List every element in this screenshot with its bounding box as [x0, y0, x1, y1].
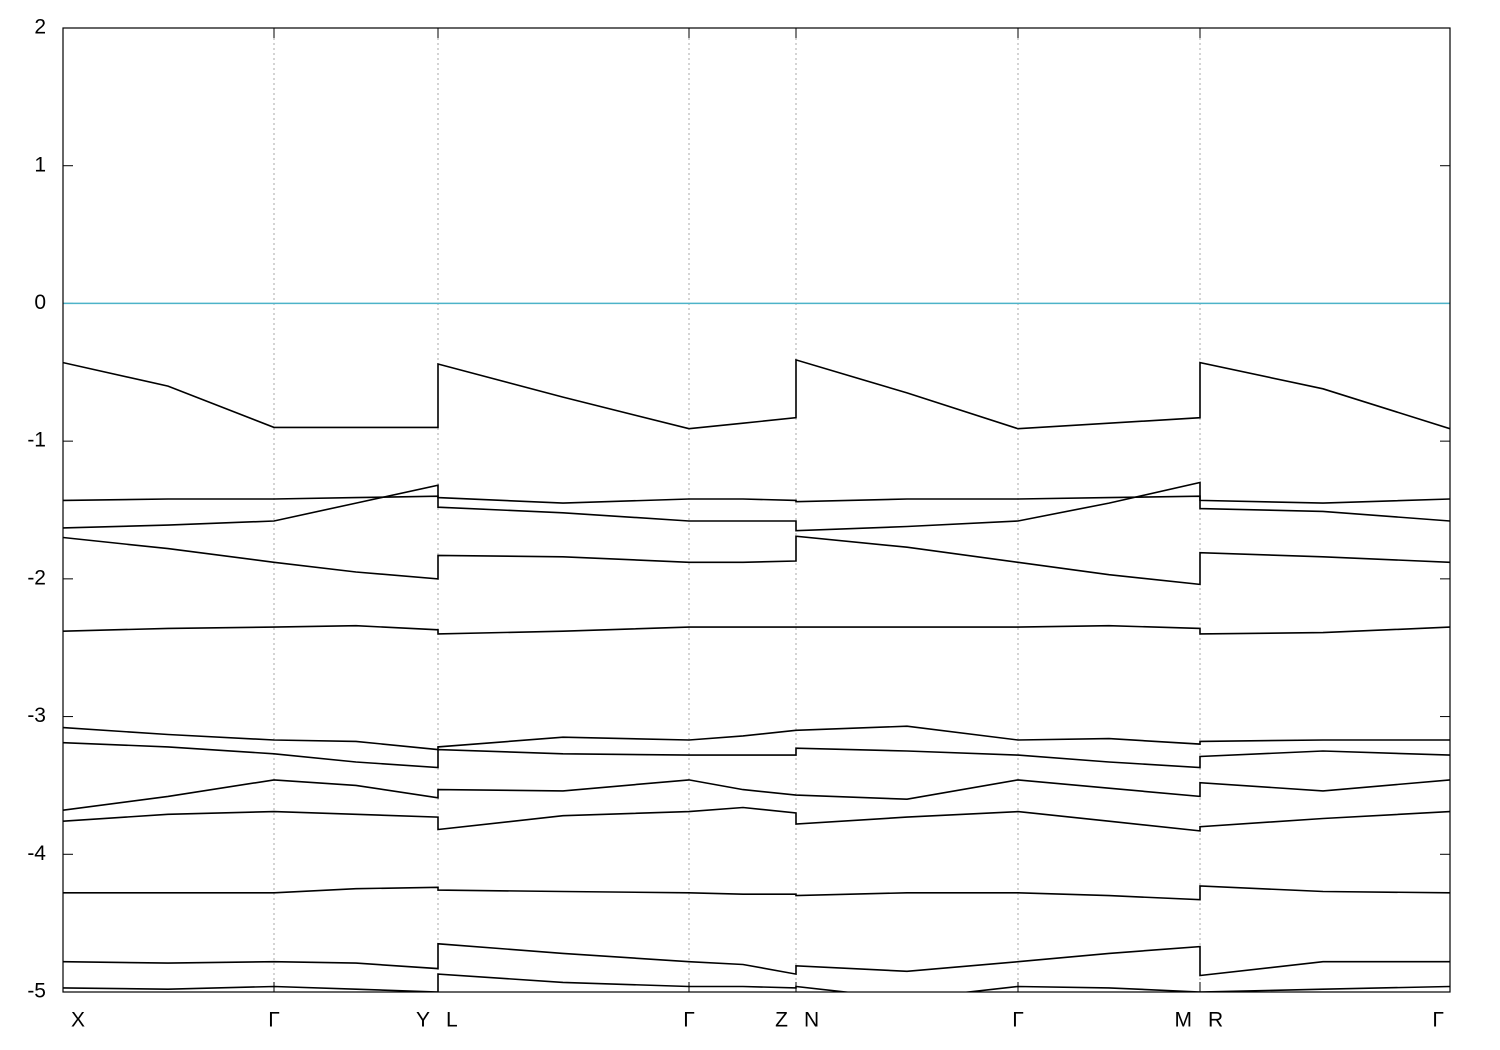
x-tick-label: X — [71, 1009, 85, 1032]
band-line — [63, 973, 1450, 992]
plot-frame — [62, 27, 1451, 993]
x-tick-label: Z — [775, 1009, 788, 1032]
band-line — [63, 942, 1450, 977]
band-line — [63, 806, 1450, 832]
band-line — [63, 885, 1450, 901]
band-line — [63, 481, 1450, 532]
x-tick-label: N — [804, 1009, 819, 1032]
y-tick-label: -4 — [27, 842, 46, 865]
bands — [63, 358, 1450, 992]
band-line — [63, 725, 1450, 751]
y-tick-label: -5 — [27, 980, 46, 1003]
x-tick-label: Γ — [1012, 1009, 1024, 1032]
y-tick-label: 0 — [34, 291, 46, 314]
band-line — [63, 624, 1450, 635]
y-tick-label: 1 — [34, 153, 46, 176]
y-tick-label: -1 — [27, 429, 46, 452]
band-line — [63, 741, 1450, 769]
x-tick-label: R — [1208, 1009, 1223, 1032]
x-tick-label: L — [446, 1009, 458, 1032]
band-line — [63, 495, 1450, 504]
band-line — [63, 779, 1450, 811]
x-tick-label: Y — [416, 1009, 430, 1032]
y-tick-label: -2 — [27, 566, 46, 589]
x-tick-label: Γ — [268, 1009, 280, 1032]
y-tick-label: -3 — [27, 704, 46, 727]
band-line — [63, 535, 1450, 586]
y-tick-label: 2 — [34, 16, 46, 39]
x-tick-label: M — [1175, 1009, 1193, 1032]
x-tick-label: Γ — [1432, 1009, 1444, 1032]
x-tick-label: Γ — [683, 1009, 695, 1032]
band-line — [63, 358, 1450, 430]
